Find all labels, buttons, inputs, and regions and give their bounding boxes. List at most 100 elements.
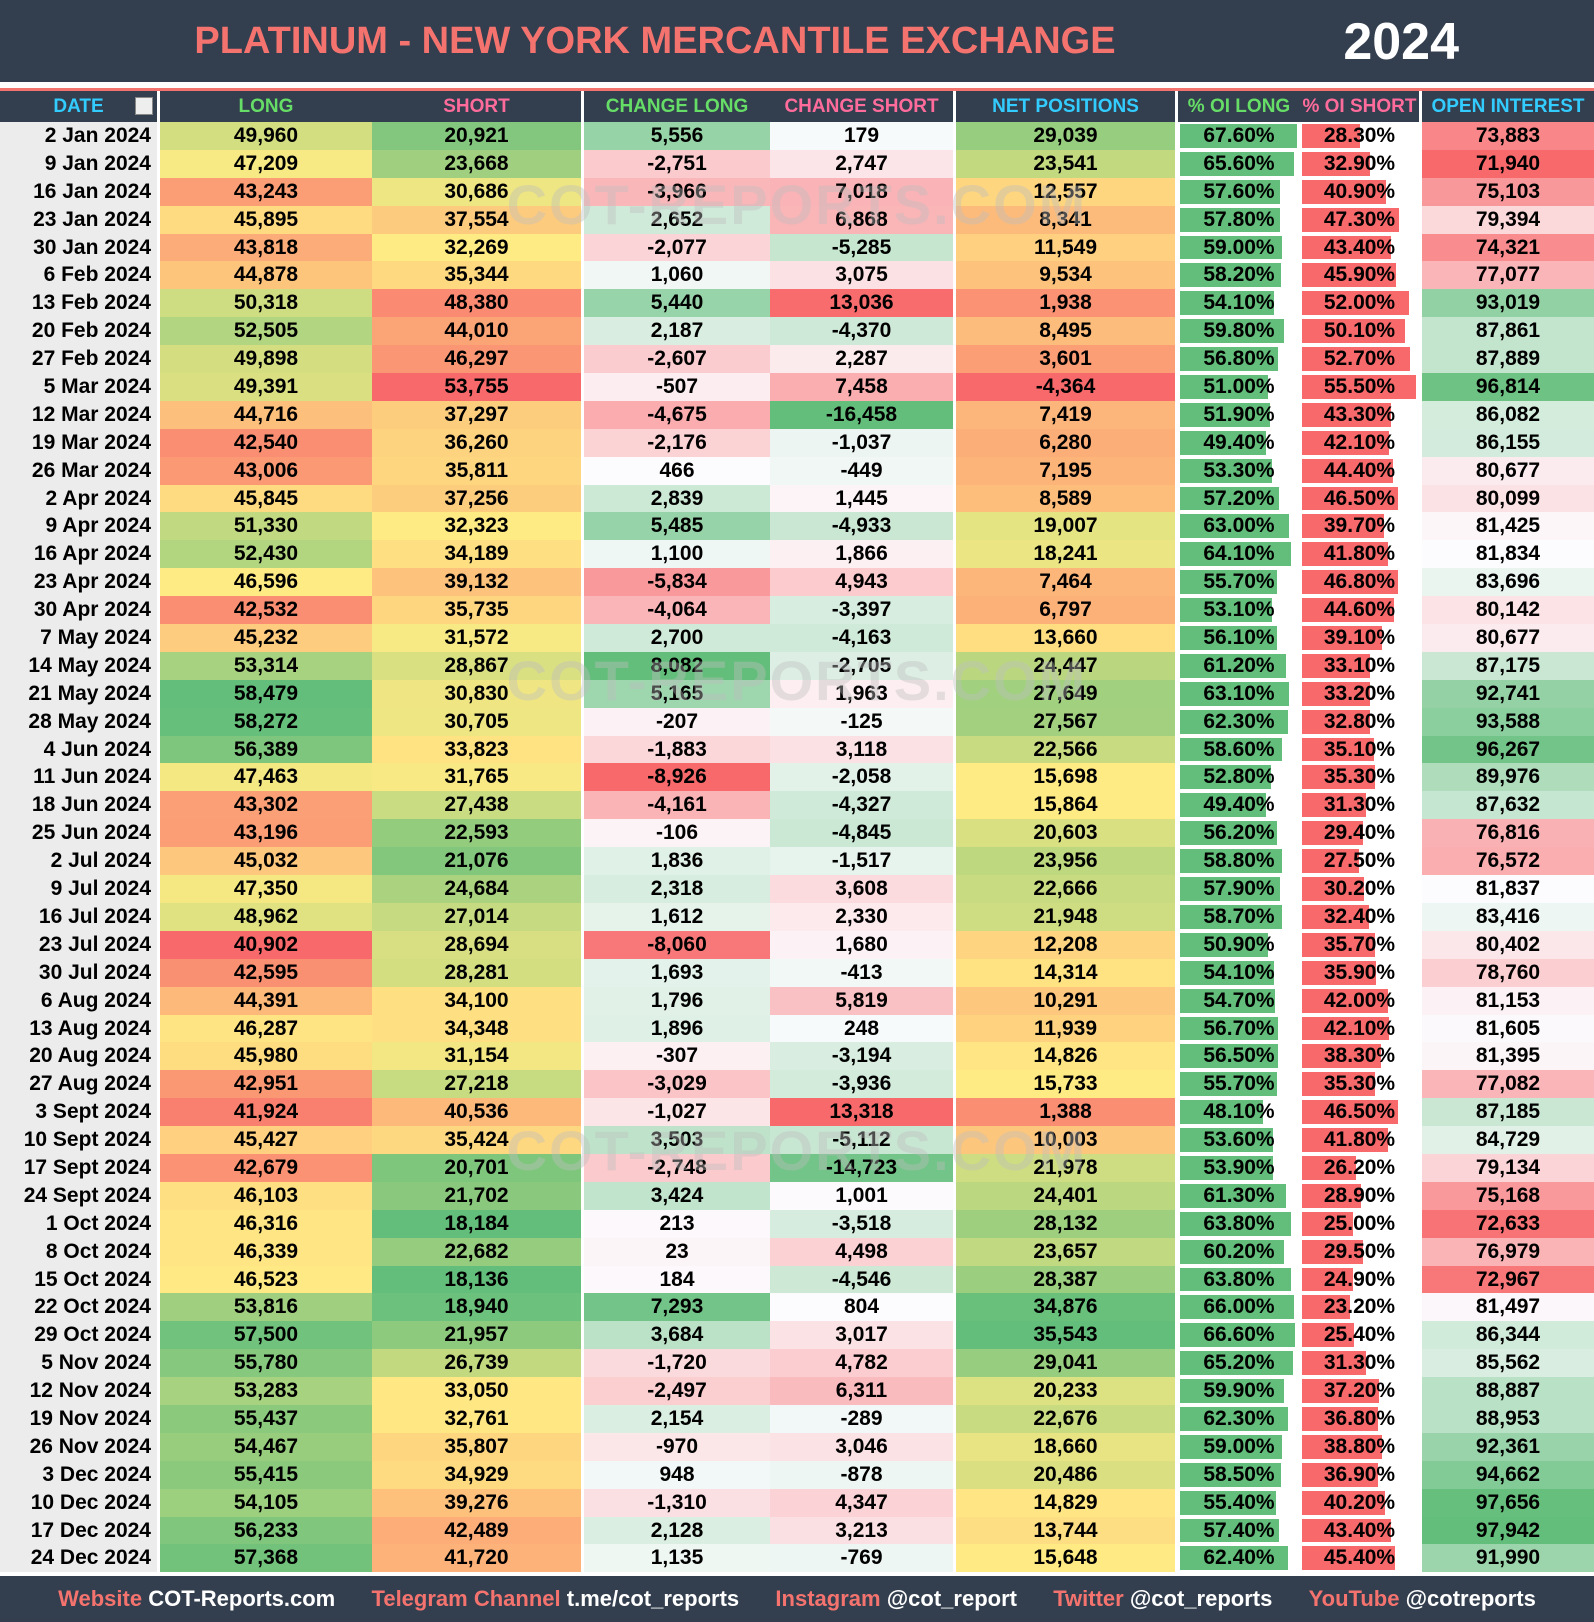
table-cell: 35.70% bbox=[1300, 930, 1422, 959]
table-cell: 8,341 bbox=[956, 205, 1178, 234]
cell-text: 26 Mar 2024 bbox=[31, 458, 151, 482]
table-cell: 74,321 bbox=[1422, 233, 1594, 262]
cell-text: -1,310 bbox=[647, 1490, 707, 1514]
cell-text: 81,425 bbox=[1475, 514, 1541, 538]
table-cell: -2,077 bbox=[584, 233, 770, 262]
cell-text: 53.90% bbox=[1203, 1155, 1275, 1179]
cell-text: 8 Oct 2024 bbox=[45, 1239, 151, 1263]
cell-text: 66.00% bbox=[1203, 1295, 1275, 1319]
cell-text: 34,348 bbox=[444, 1016, 509, 1040]
cell-text: 57.90% bbox=[1203, 877, 1275, 901]
cell-text: 2,128 bbox=[650, 1518, 704, 1542]
table-cell: 26,739 bbox=[372, 1349, 584, 1378]
cell-text: 28,387 bbox=[1033, 1267, 1098, 1291]
table-cell: 58.70% bbox=[1178, 903, 1300, 931]
cell-text: 26.20% bbox=[1323, 1155, 1396, 1179]
cell-text: 58,479 bbox=[233, 681, 299, 705]
cell-text: 2,747 bbox=[835, 151, 888, 175]
table-cell: 2 Jan 2024 bbox=[0, 122, 160, 150]
cell-text: 21 May 2024 bbox=[28, 681, 151, 705]
cell-text: 32,269 bbox=[444, 235, 509, 259]
table-cell: 62.30% bbox=[1178, 1405, 1300, 1433]
cell-text: 61.20% bbox=[1203, 653, 1275, 677]
table-cell: 2,700 bbox=[584, 624, 770, 652]
cell-text: 32.90% bbox=[1323, 151, 1396, 175]
cell-text: 28.30% bbox=[1323, 124, 1396, 147]
cell-text: 34,189 bbox=[444, 542, 509, 566]
cell-text: 2,839 bbox=[650, 486, 704, 510]
data-bar bbox=[1302, 263, 1397, 288]
table-cell: -5,285 bbox=[770, 233, 956, 262]
cell-text: 81,834 bbox=[1475, 542, 1541, 566]
table-cell: 43.30% bbox=[1300, 400, 1422, 429]
table-cell: 60.20% bbox=[1178, 1238, 1300, 1266]
data-bar bbox=[1180, 1434, 1283, 1459]
table-cell: 86,082 bbox=[1422, 400, 1594, 429]
filter-icon[interactable] bbox=[135, 97, 153, 115]
table-cell: 57,368 bbox=[160, 1544, 372, 1573]
data-bar bbox=[1302, 458, 1394, 483]
table-cell: 23,541 bbox=[956, 149, 1178, 178]
table-cell: 2,839 bbox=[584, 484, 770, 513]
cell-text: 57,500 bbox=[233, 1323, 299, 1347]
cell-text: 1,963 bbox=[835, 681, 888, 705]
table-cell: 22,593 bbox=[372, 819, 584, 848]
cell-text: 1 Oct 2024 bbox=[45, 1211, 151, 1235]
cell-text: 86,344 bbox=[1475, 1323, 1541, 1347]
cell-text: 18 Jun 2024 bbox=[31, 793, 151, 817]
table-cell: 44.60% bbox=[1300, 596, 1422, 625]
table-cell: 21,948 bbox=[956, 902, 1178, 931]
table-cell: 44.40% bbox=[1300, 456, 1422, 485]
table-cell: 66.00% bbox=[1178, 1293, 1300, 1321]
table-cell: 3,601 bbox=[956, 345, 1178, 374]
table-cell: 32,323 bbox=[372, 512, 584, 541]
table-cell: 29.50% bbox=[1300, 1237, 1422, 1266]
table-cell: 45.40% bbox=[1300, 1544, 1422, 1573]
table-cell: 21,702 bbox=[372, 1181, 584, 1210]
cell-text: 47.30% bbox=[1323, 207, 1396, 231]
table-cell: 43,243 bbox=[160, 177, 372, 206]
table-cell: 46,287 bbox=[160, 1014, 372, 1043]
cell-text: 5,556 bbox=[650, 124, 704, 147]
cell-text: 93,588 bbox=[1475, 709, 1541, 733]
cell-text: 6,868 bbox=[835, 207, 888, 231]
cell-text: 2 Jul 2024 bbox=[50, 849, 151, 873]
cell-text: 52,505 bbox=[233, 319, 299, 343]
footer: Website COT-Reports.com Telegram Channel … bbox=[0, 1576, 1594, 1622]
cell-text: 56.20% bbox=[1203, 821, 1275, 845]
table-cell: 34,876 bbox=[956, 1293, 1178, 1322]
table-cell: 96,267 bbox=[1422, 735, 1594, 764]
cell-text: -8,060 bbox=[647, 932, 707, 956]
table-cell: 28 May 2024 bbox=[0, 707, 160, 736]
data-bar bbox=[1302, 1044, 1381, 1069]
table-cell: 31,154 bbox=[372, 1042, 584, 1071]
table-cell: -1,883 bbox=[584, 735, 770, 764]
cell-text: 45,895 bbox=[233, 207, 299, 231]
header-row: DATE LONG SHORT CHANGE LONG CHANGE SHORT NET … bbox=[0, 88, 1594, 122]
table-cell: -413 bbox=[770, 958, 956, 987]
data-bar bbox=[1302, 1546, 1396, 1571]
table-cell: 8,589 bbox=[956, 484, 1178, 513]
cell-text: 46.50% bbox=[1323, 486, 1396, 510]
cell-text: 57.60% bbox=[1203, 179, 1275, 203]
footer-value: @cot_report bbox=[886, 1586, 1017, 1611]
table-cell: 43,302 bbox=[160, 791, 372, 820]
cell-text: -769 bbox=[840, 1546, 883, 1570]
data-bar bbox=[1302, 1016, 1389, 1041]
cell-text: -1,037 bbox=[831, 430, 892, 454]
table-cell: -4,845 bbox=[770, 819, 956, 848]
cell-text: 97,656 bbox=[1475, 1490, 1541, 1514]
cell-text: -4,675 bbox=[647, 402, 707, 426]
cell-text: 12,208 bbox=[1033, 932, 1098, 956]
cell-text: 12 Nov 2024 bbox=[29, 1379, 151, 1403]
table-cell: 35,344 bbox=[372, 261, 584, 290]
table-cell: 45,895 bbox=[160, 205, 372, 234]
table-cell: 34,100 bbox=[372, 986, 584, 1015]
cell-text: 52.80% bbox=[1203, 765, 1275, 789]
cell-text: -4,933 bbox=[831, 514, 892, 538]
cell-text: 19,007 bbox=[1033, 514, 1098, 538]
cell-text: -289 bbox=[840, 1406, 883, 1430]
cell-text: 948 bbox=[659, 1462, 695, 1486]
table-cell: 27,218 bbox=[372, 1070, 584, 1099]
table-cell: 22,676 bbox=[956, 1404, 1178, 1433]
